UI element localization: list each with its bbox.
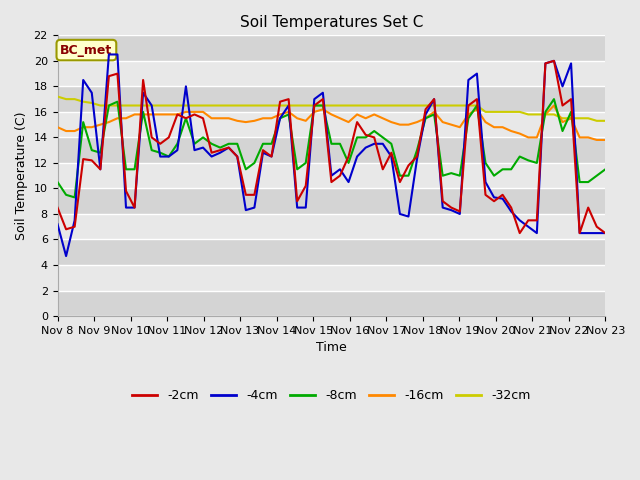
Bar	[58, 240, 605, 265]
Title: Soil Temperatures Set C: Soil Temperatures Set C	[240, 15, 423, 30]
Bar	[58, 290, 605, 316]
Bar	[58, 137, 605, 163]
X-axis label: Time: Time	[316, 341, 347, 354]
Bar	[58, 112, 605, 137]
Bar	[58, 214, 605, 240]
Bar	[58, 265, 605, 290]
Y-axis label: Soil Temperature (C): Soil Temperature (C)	[15, 111, 28, 240]
Bar	[58, 86, 605, 112]
Legend: -2cm, -4cm, -8cm, -16cm, -32cm: -2cm, -4cm, -8cm, -16cm, -32cm	[127, 384, 536, 407]
Bar	[58, 163, 605, 189]
Bar	[58, 36, 605, 61]
Bar	[58, 61, 605, 86]
Text: BC_met: BC_met	[60, 44, 113, 57]
Bar	[58, 10, 605, 36]
Bar	[58, 189, 605, 214]
